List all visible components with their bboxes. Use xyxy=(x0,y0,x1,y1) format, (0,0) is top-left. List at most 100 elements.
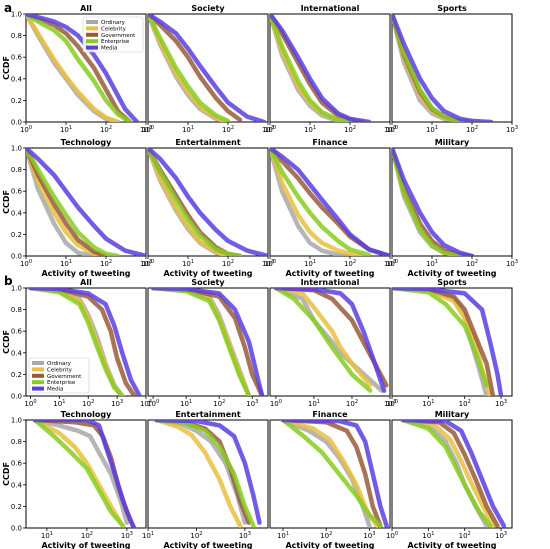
x-tick-label: 102 xyxy=(190,531,202,540)
series-line-enterprise xyxy=(154,420,256,528)
x-tick-label: 102 xyxy=(320,531,332,540)
series-group xyxy=(28,288,142,396)
series-line-enterprise xyxy=(270,14,353,122)
legend-swatch-government xyxy=(32,373,44,378)
legend-swatch-celebrity xyxy=(32,367,44,372)
series-group xyxy=(273,288,389,393)
legend-swatch-media xyxy=(86,45,98,50)
series-line-enterprise xyxy=(280,420,383,528)
x-tick-label: 101 xyxy=(53,399,65,408)
x-tick-label: 102 xyxy=(222,125,234,134)
series-group xyxy=(280,420,389,528)
series-line-ordinary xyxy=(270,148,353,256)
x-tick-label: 100 xyxy=(20,125,32,134)
series-group xyxy=(26,148,146,256)
x-tick-label: 100 xyxy=(147,399,159,408)
x-tick-label: 102 xyxy=(100,259,112,268)
panel-title: All xyxy=(80,278,92,287)
x-tick-label: 101 xyxy=(60,259,72,268)
y-axis-label: CCDF xyxy=(2,56,11,80)
y-tick-label: 0.0 xyxy=(11,393,22,401)
series-line-enterprise xyxy=(28,288,125,396)
panel-label-b: b xyxy=(4,274,13,288)
series-line-enterprise xyxy=(148,14,231,122)
x-tick-label: 103 xyxy=(384,399,396,408)
panel-title: Society xyxy=(191,4,225,13)
x-tick-label: 100 xyxy=(386,531,398,540)
x-axis-label: Activity of tweeting xyxy=(163,541,252,549)
x-tick-label: 103 xyxy=(506,125,518,134)
chart-panel-b-4: Sports 100 101 102 103 xyxy=(386,278,513,408)
x-tick-label: 102 xyxy=(459,399,471,408)
panel-title: Military xyxy=(435,138,470,147)
x-tick-label: 100 xyxy=(142,125,154,134)
panel-title: Society xyxy=(191,278,225,287)
x-tick-label: 101 xyxy=(422,399,434,408)
series-line-media xyxy=(26,14,140,122)
series-line-celebrity xyxy=(154,420,243,528)
x-tick-label: 103 xyxy=(140,259,152,268)
x-tick-label: 103 xyxy=(262,125,274,134)
series-line-media xyxy=(28,288,142,396)
plot-frame xyxy=(391,287,513,397)
series-group xyxy=(392,288,504,396)
legend-label: Enterprise xyxy=(47,380,76,386)
y-tick-label: 0.8 xyxy=(11,32,22,40)
series-line-celebrity xyxy=(400,420,496,528)
series-line-enterprise xyxy=(392,288,489,388)
series-line-media xyxy=(392,288,504,396)
legend-label: Celebrity xyxy=(47,367,73,373)
x-tick-label: 101 xyxy=(180,399,192,408)
chart-panel-b-2: Society 100 101 102 103 xyxy=(147,278,269,408)
panel-title: Technology xyxy=(61,410,112,419)
series-line-enterprise xyxy=(26,148,121,256)
x-tick-label: 100 xyxy=(386,259,398,268)
legend: OrdinaryCelebrityGovernmentEnterpriseMed… xyxy=(28,357,90,394)
legend-label: Media xyxy=(101,46,118,52)
x-axis-label: Activity of tweeting xyxy=(41,269,130,278)
legend-swatch-ordinary xyxy=(86,20,98,24)
panel-label-a: a xyxy=(4,1,12,15)
panel-title: International xyxy=(301,278,360,287)
legend-label: Ordinary xyxy=(47,361,72,367)
x-tick-label: 103 xyxy=(506,259,518,268)
x-tick-label: 103 xyxy=(384,125,396,134)
y-tick-label: 0.8 xyxy=(11,166,22,174)
series-group xyxy=(392,148,475,256)
x-tick-label: 103 xyxy=(140,125,152,134)
panel-title: Entertainment xyxy=(175,138,240,147)
series-group xyxy=(400,420,507,528)
x-tick-label: 103 xyxy=(495,399,507,408)
legend-swatch-government xyxy=(86,32,98,37)
legend-label: Government xyxy=(47,374,82,380)
series-line-media xyxy=(400,420,507,528)
charts-group: All 100 101 102 103 0.0 0.2 0.4 0.6 0.8 1.0 CCDF Ord… xyxy=(2,4,518,549)
series-group xyxy=(32,420,137,528)
x-tick-label: 103 xyxy=(121,531,133,540)
x-tick-label: 103 xyxy=(262,259,274,268)
series-line-enterprise xyxy=(26,14,133,122)
series-line-media xyxy=(392,148,475,256)
series-line-government xyxy=(26,148,109,256)
x-tick-label: 102 xyxy=(81,531,93,540)
series-line-ordinary xyxy=(26,148,97,256)
x-tick-label: 103 xyxy=(239,531,251,540)
chart-panel-a-1: All 100 101 102 103 0.0 0.2 0.4 0.6 0.8 1.0 CCDF Ord… xyxy=(2,4,152,134)
y-tick-label: 0.8 xyxy=(11,438,22,446)
x-tick-label: 101 xyxy=(182,125,194,134)
chart-panel-b-5: Technology 101 102 103 0.0 0.2 0.4 0.6 0.8 1.0 CCD… xyxy=(2,410,147,549)
x-tick-label: 100 xyxy=(386,125,398,134)
series-group xyxy=(148,14,267,122)
legend-swatch-celebrity xyxy=(86,26,98,31)
legend-label: Government xyxy=(101,33,136,39)
y-tick-label: 0.0 xyxy=(11,119,22,127)
x-tick-label: 104 xyxy=(140,399,152,408)
x-tick-label: 101 xyxy=(304,125,316,134)
y-tick-label: 0.8 xyxy=(11,306,22,314)
series-line-media xyxy=(32,420,137,528)
series-line-enterprise xyxy=(148,148,243,256)
legend-swatch-enterprise xyxy=(32,380,44,385)
y-tick-label: 1.0 xyxy=(11,285,22,293)
